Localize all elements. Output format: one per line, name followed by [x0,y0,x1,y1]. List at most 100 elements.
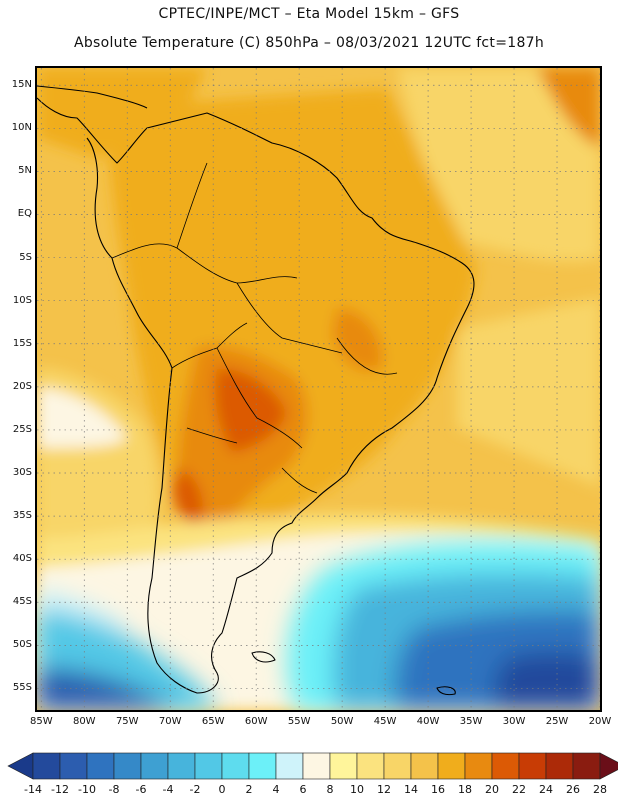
colorbar-arrow-low [7,752,34,780]
latitude-tick-label: 45S [12,596,32,608]
latitude-tick-label: 35S [12,510,32,522]
colorbar-swatch [167,752,196,780]
colorbar-level-label: 20 [485,783,499,796]
colorbar-level-label: 6 [299,783,307,796]
chart-title: CPTEC/INPE/MCT – Eta Model 15km – GFS [158,6,460,22]
colorbar-swatch [221,752,250,780]
latitude-tick-label: 30S [12,467,32,479]
south-georgia-outline [436,686,456,696]
colorbar-swatch [194,752,223,780]
longitude-tick-label: 35W [459,716,483,727]
border-line [281,467,318,494]
colorbar-swatch [329,752,358,780]
longitude-tick-label: 60W [244,716,268,727]
colorbar-swatch [275,752,304,780]
field-6-8-pacific [37,388,127,448]
colorbar-level-label: 8 [326,783,334,796]
longitude-tick-label: 40W [416,716,440,727]
central-america-coastline [37,85,148,109]
colorbar-level-label: 24 [539,783,553,796]
graticule [37,68,600,710]
temperature-map[interactable] [37,68,600,710]
colorbar-level-label: 26 [566,783,580,796]
longitude-tick-label: 30W [502,716,526,727]
colorbar-swatch [518,752,547,780]
coastline-group [37,85,475,696]
longitude-tick-label: 20W [588,716,612,727]
colorbar-level-label: -4 [162,783,174,796]
field-22-24-argentina [172,468,204,524]
colorbar-swatch [248,752,277,780]
longitude-tick-label: 45W [373,716,397,727]
border-line [186,427,238,444]
latitude-tick-label: EQ [17,208,32,220]
colorbar-level-label: 28 [593,783,607,796]
latitude-tick-label: 25S [12,423,32,435]
colorbar-swatch [86,752,115,780]
colorbar-swatch [464,752,493,780]
chart-subtitle: Absolute Temperature (C) 850hPa – 08/03/… [73,35,545,51]
longitude-tick-label: 80W [72,716,96,727]
latitude-tick-label: 50S [12,639,32,651]
latitude-tick-label: 20S [12,380,32,392]
colorbar-swatch [410,752,439,780]
latitude-tick-label: 5N [18,165,32,177]
colorbar-swatch [356,752,385,780]
colorbar-swatch [59,752,88,780]
border-line [111,243,298,284]
field-20-22-brazil [332,308,383,371]
latitude-tick-label: 15S [12,337,32,349]
colorbar-level-label: -2 [189,783,201,796]
longitude-tick-label: 55W [287,716,311,727]
latitude-tick-label: 10S [12,294,32,306]
colorbar-level-label: -12 [51,783,69,796]
colorbar-swatch [140,752,169,780]
colorbar-swatch [437,752,466,780]
colorbar-arrow-high [599,752,618,780]
falklands-outline [251,651,276,663]
latitude-tick-label: 15N [11,79,32,91]
border-line [216,347,303,449]
colorbar [7,752,618,780]
border-group [111,162,398,494]
longitude-tick-label: 85W [29,716,53,727]
colorbar-level-label: 14 [404,783,418,796]
colorbar-level-label: -6 [135,783,147,796]
longitude-tick-label: 70W [158,716,182,727]
field-22-24-core [215,368,287,453]
border-line [176,162,208,249]
colorbar-level-label: 12 [377,783,391,796]
longitude-tick-label: 75W [115,716,139,727]
latitude-tick-label: 55S [12,682,32,694]
field-14-16-east [457,298,600,488]
longitude-tick-label: 25W [545,716,569,727]
colorbar-level-label: 0 [218,783,226,796]
colorbar-swatch [113,752,142,780]
colorbar-level-label: -8 [108,783,120,796]
colorbar-level-label: 18 [458,783,472,796]
latitude-tick-label: 40S [12,553,32,565]
border-line [236,282,343,354]
latitude-tick-label: 5S [19,251,32,263]
colorbar-level-label: 4 [272,783,280,796]
map-panel[interactable] [35,66,602,712]
colorbar-level-label: 16 [431,783,445,796]
colorbar-swatch [572,752,601,780]
longitude-tick-label: 65W [201,716,225,727]
colorbar-swatch [32,752,61,780]
colorbar-level-label: 22 [512,783,526,796]
colorbar-level-label: 2 [245,783,253,796]
colorbar-swatch [302,752,331,780]
field-20-22-northeast [537,68,600,148]
latitude-tick-label: 10N [11,122,32,134]
colorbar-swatch [545,752,574,780]
colorbar-level-label: -14 [24,783,42,796]
south-america-coastline [37,97,475,694]
border-line [336,337,398,375]
colorbar-swatch [383,752,412,780]
colorbar-level-label: -10 [78,783,96,796]
longitude-tick-label: 50W [330,716,354,727]
field-minus10-minus8-southwest [37,668,177,710]
colorbar-swatch [491,752,520,780]
colorbar-level-label: 10 [350,783,364,796]
